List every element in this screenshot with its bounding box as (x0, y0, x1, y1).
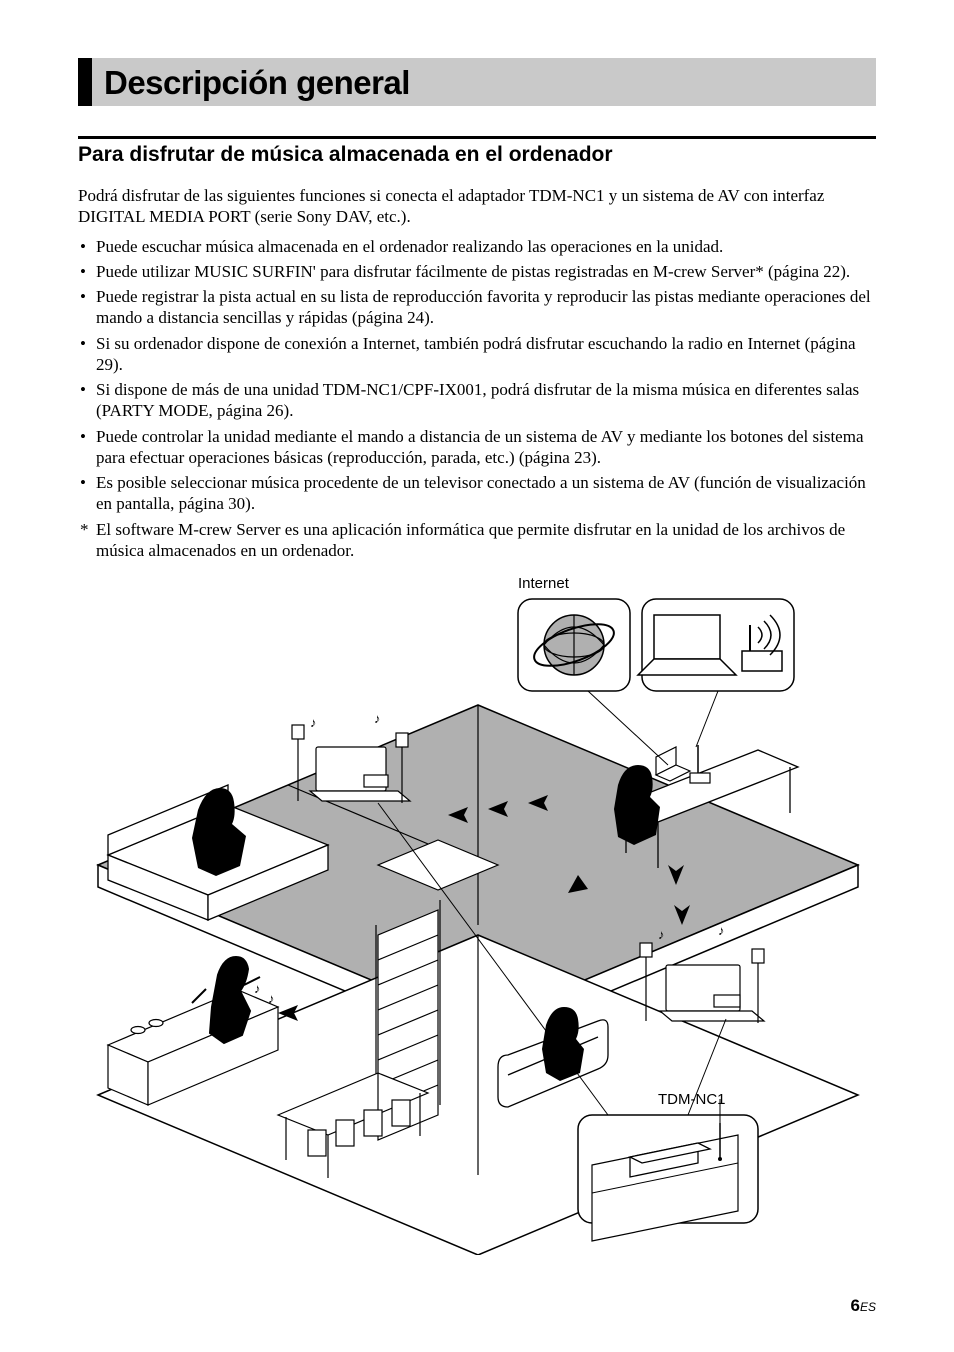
page-number-value: 6 (851, 1296, 860, 1315)
section-title-bar: Descripción general (78, 58, 876, 106)
list-item: Es posible seleccionar música procedente… (78, 472, 876, 515)
feature-list: Puede escuchar música almacenada en el o… (78, 236, 876, 515)
list-item: Puede utilizar MUSIC SURFIN' para disfru… (78, 261, 876, 282)
svg-text:♪: ♪ (658, 927, 665, 942)
list-item: Puede controlar la unidad mediante el ma… (78, 426, 876, 469)
list-item: Puede registrar la pista actual en su li… (78, 286, 876, 329)
house-network-diagram: Internet TDM-NC1 (78, 575, 878, 1255)
svg-text:♪: ♪ (374, 711, 381, 726)
page-number: 6ES (851, 1296, 876, 1316)
intro-paragraph: Podrá disfrutar de las siguientes funcio… (78, 185, 876, 228)
diagram-svg: ♪ ♪ (78, 575, 878, 1255)
section-title: Descripción general (104, 64, 864, 102)
svg-text:♪: ♪ (254, 981, 261, 996)
list-item: Si su ordenador dispone de conexión a In… (78, 333, 876, 376)
svg-text:♪: ♪ (718, 923, 725, 938)
footnote: El software M-crew Server es una aplicac… (78, 519, 876, 562)
svg-text:♪: ♪ (268, 991, 275, 1006)
internet-label: Internet (518, 575, 569, 592)
list-item: Puede escuchar música almacenada en el o… (78, 236, 876, 257)
section-subtitle: Para disfrutar de música almacenada en e… (78, 136, 876, 167)
svg-text:♪: ♪ (310, 715, 317, 730)
list-item: Si dispone de más de una unidad TDM-NC1/… (78, 379, 876, 422)
page-number-suffix: ES (860, 1300, 876, 1314)
device-label: TDM-NC1 (658, 1091, 726, 1108)
